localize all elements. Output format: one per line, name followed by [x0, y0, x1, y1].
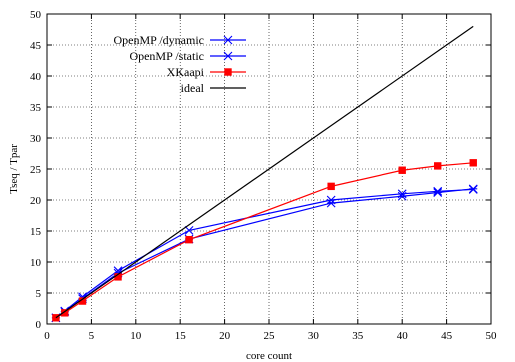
legend-swatch-marker — [224, 68, 232, 76]
legend-entry: OpenMP /static — [129, 49, 246, 63]
plot-frame — [46, 13, 492, 325]
y-tick-label: 15 — [30, 226, 42, 238]
x-tick-label: 25 — [264, 330, 276, 342]
legend-label: OpenMP /dynamic — [113, 33, 204, 47]
y-tick-label: 10 — [30, 257, 42, 269]
legend-label: OpenMP /static — [129, 49, 204, 63]
y-tick-label: 35 — [30, 102, 42, 114]
y-tick-label: 20 — [30, 195, 42, 207]
x-tick-label: 45 — [441, 330, 453, 342]
series-line — [55, 188, 474, 319]
data-point — [433, 186, 443, 196]
series-openmp-dynamic — [51, 185, 478, 323]
legend-entry: XKaapi — [167, 65, 246, 79]
series-ideal — [55, 25, 474, 319]
data-point — [469, 159, 477, 167]
x-tick-label: 0 — [44, 330, 50, 342]
data-point — [397, 191, 407, 201]
legend-entry: ideal — [181, 81, 246, 95]
legend: OpenMP /dynamic OpenMP /static XKaapi ideal — [113, 33, 246, 95]
y-tick-label: 5 — [36, 288, 42, 300]
y-tick-label: 40 — [30, 71, 42, 83]
plot-series — [51, 25, 478, 323]
legend-label: XKaapi — [167, 65, 205, 79]
data-point — [61, 309, 69, 317]
y-tick-label: 45 — [30, 40, 42, 52]
data-point — [185, 235, 193, 244]
x-tick-label: 20 — [219, 330, 231, 342]
series-line — [55, 162, 474, 319]
data-point — [184, 225, 194, 235]
legend-label: ideal — [181, 81, 205, 95]
x-tick-label: 5 — [89, 330, 95, 342]
x-tick-label: 10 — [130, 330, 142, 342]
y-tick-label: 50 — [30, 9, 42, 21]
y-axis-label: Tseq / Tpar — [8, 144, 20, 194]
legend-entry: OpenMP /dynamic — [113, 33, 246, 47]
y-tick-label: 30 — [30, 133, 42, 145]
x-tick-label: 40 — [397, 330, 409, 342]
data-point — [434, 162, 442, 170]
x-tick-label: 35 — [352, 330, 364, 342]
series-line — [55, 25, 474, 319]
x-axis-label: core count — [246, 350, 292, 362]
data-point — [52, 314, 60, 322]
data-point — [326, 198, 336, 208]
data-point — [468, 184, 478, 194]
data-point — [398, 166, 406, 174]
series-openmp-static — [51, 184, 478, 323]
data-point — [327, 182, 335, 191]
x-tick-label: 50 — [486, 330, 498, 342]
series-xkaapi — [52, 159, 477, 322]
legend-swatch-marker — [223, 35, 233, 45]
x-tick-label: 15 — [175, 330, 187, 342]
x-tick-label: 30 — [308, 330, 320, 342]
data-point — [433, 188, 443, 197]
y-tick-label: 0 — [36, 319, 42, 331]
grid — [47, 14, 491, 324]
legend-swatch-marker — [223, 51, 233, 61]
y-tick-label: 25 — [30, 164, 42, 176]
series-line — [55, 188, 474, 319]
